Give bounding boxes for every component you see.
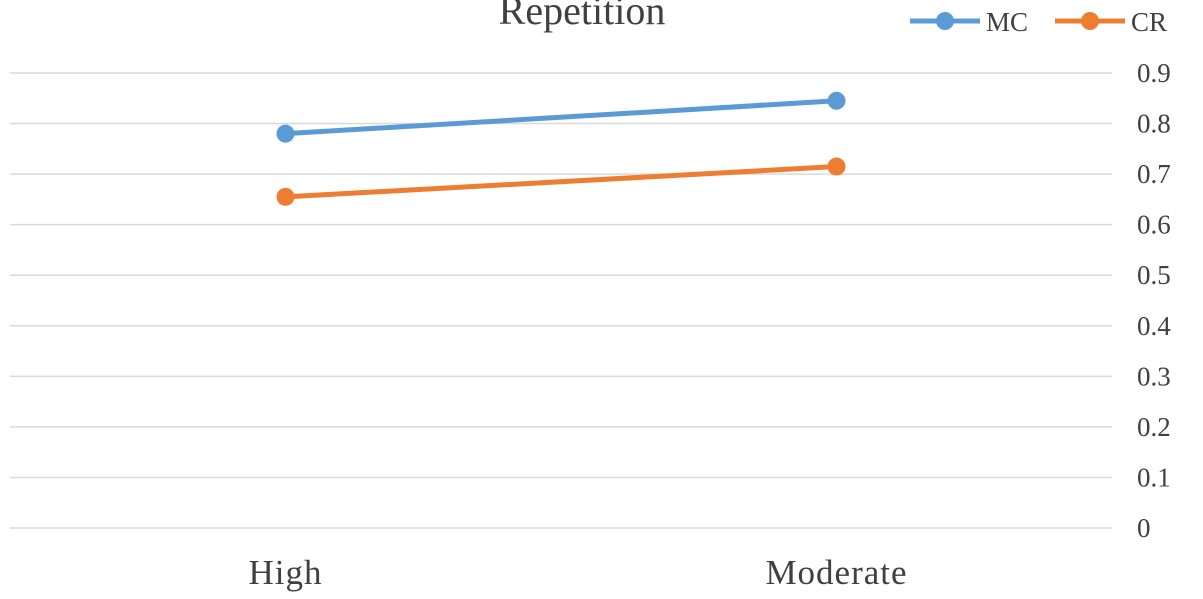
legend-label: CR: [1131, 7, 1167, 37]
legend-item-mc: MC: [910, 7, 1028, 37]
data-point: [827, 91, 846, 110]
series-line: [283, 98, 839, 137]
data-point: [827, 157, 846, 176]
y-tick-label: 0.1: [1137, 462, 1171, 492]
legend-item-cr: CR: [1055, 7, 1167, 37]
series-line: [283, 164, 839, 200]
y-tick-label: 0.9: [1137, 58, 1171, 88]
legend-swatch-marker: [936, 12, 954, 30]
series-group: [276, 91, 846, 206]
data-point: [276, 187, 295, 206]
y-tick-label: 0.7: [1137, 159, 1171, 189]
data-point: [276, 124, 295, 143]
series-mc: [276, 91, 846, 143]
y-tick-label: 0.5: [1137, 260, 1171, 290]
x-category-label: Moderate: [765, 553, 907, 592]
legend: MC CR: [910, 7, 1167, 37]
chart-title: Repetition: [499, 0, 666, 33]
series-cr: [276, 157, 846, 206]
legend-swatch-marker: [1081, 12, 1099, 30]
legend-label: MC: [986, 7, 1028, 37]
y-tick-label: 0.8: [1137, 109, 1171, 139]
y-axis-ticks: 0 0.1 0.2 0.3 0.4 0.5 0.6 0.7 0.8 0.9: [1137, 58, 1171, 543]
y-tick-label: 0.3: [1137, 361, 1171, 391]
gridlines: [10, 72, 1112, 529]
x-category-label: High: [249, 553, 323, 592]
y-tick-label: 0.6: [1137, 210, 1171, 240]
y-tick-label: 0.2: [1137, 412, 1171, 442]
y-tick-label: 0: [1137, 513, 1151, 543]
y-tick-label: 0.4: [1137, 311, 1171, 341]
x-axis-categories: High Moderate: [249, 553, 907, 592]
